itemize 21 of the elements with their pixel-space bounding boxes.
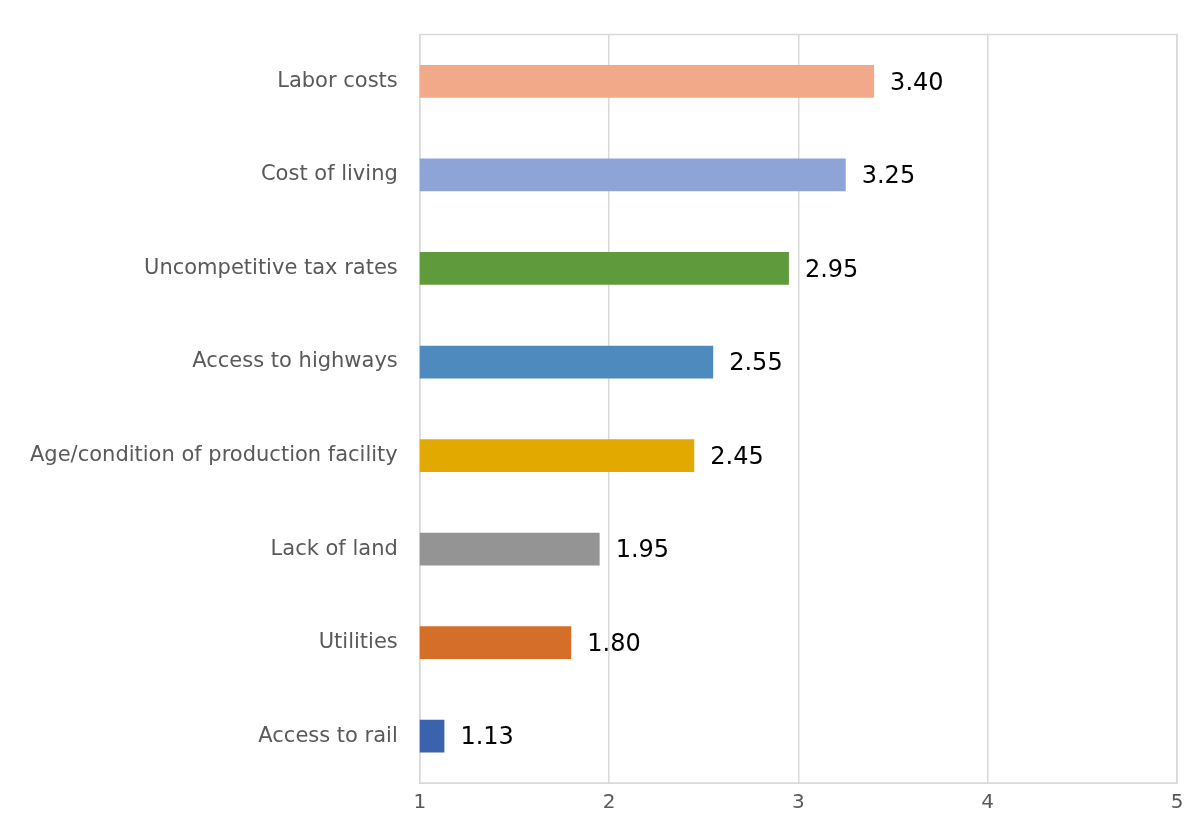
data-label: 2.45 <box>710 441 764 470</box>
data-label: 1.13 <box>460 722 514 751</box>
y-tick-label: Access to rail <box>258 722 398 747</box>
data-label: 1.95 <box>615 535 670 564</box>
data-label: 2.95 <box>804 254 859 283</box>
data-label: 3.25 <box>861 161 916 190</box>
data-label: 2.55 <box>729 348 783 377</box>
y-tick-label: Access to highways <box>192 348 398 373</box>
x-tick-label: 2 <box>602 789 616 814</box>
y-tick-label: Labor costs <box>277 67 398 92</box>
y-tick-label: Cost of living <box>260 161 398 186</box>
x-tick-label: 4 <box>981 789 995 814</box>
data-label: 3.40 <box>890 67 944 96</box>
x-tick-label: 3 <box>792 789 805 814</box>
x-tick-label: 1 <box>413 789 427 814</box>
y-tick-label: Uncompetitive tax rates <box>144 254 398 279</box>
x-tick-label: 5 <box>1170 789 1184 814</box>
y-tick-label: Lack of land <box>270 535 398 560</box>
data-label: 1.80 <box>587 628 641 657</box>
y-tick-label: Age/condition of production facility <box>29 442 398 467</box>
y-tick-label: Utilities <box>318 629 398 654</box>
